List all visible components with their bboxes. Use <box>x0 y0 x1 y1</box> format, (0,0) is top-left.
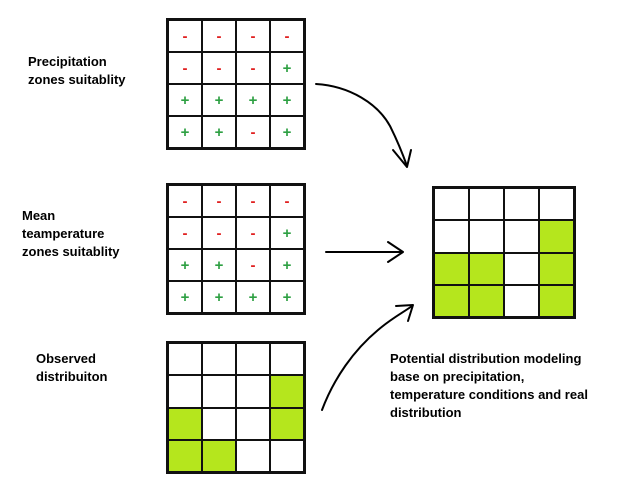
empty-cell <box>504 284 539 317</box>
filled-cell <box>168 439 202 472</box>
empty-cell <box>202 407 236 440</box>
empty-cell <box>270 439 304 472</box>
empty-cell <box>236 343 270 376</box>
filled-cell <box>539 252 574 285</box>
observed-grid <box>166 341 306 474</box>
minus-sign-cell: - <box>236 185 270 217</box>
plus-sign-cell: + <box>202 84 236 116</box>
minus-sign-cell: - <box>236 249 270 281</box>
empty-cell <box>202 343 236 376</box>
empty-cell <box>504 188 539 221</box>
empty-cell <box>434 188 469 221</box>
minus-sign-cell: - <box>168 185 202 217</box>
filled-cell <box>434 284 469 317</box>
empty-cell <box>469 220 504 253</box>
minus-sign-cell: - <box>202 52 236 84</box>
empty-cell <box>539 188 574 221</box>
plus-sign-cell: + <box>270 281 304 313</box>
empty-cell <box>270 343 304 376</box>
minus-sign-cell: - <box>236 217 270 249</box>
precipitation-grid: - - - - - - - + + + + + + + - + <box>166 18 306 150</box>
empty-cell <box>236 407 270 440</box>
result-label: Potential distribution modeling base on … <box>390 351 588 420</box>
filled-cell <box>539 220 574 253</box>
empty-cell <box>168 375 202 408</box>
filled-cell <box>168 407 202 440</box>
filled-cell <box>202 439 236 472</box>
filled-cell <box>469 284 504 317</box>
plus-sign-cell: + <box>202 281 236 313</box>
plus-sign-cell: + <box>236 281 270 313</box>
filled-cell <box>270 375 304 408</box>
filled-cell <box>434 252 469 285</box>
filled-cell <box>539 284 574 317</box>
empty-cell <box>168 343 202 376</box>
plus-sign-cell: + <box>168 281 202 313</box>
empty-cell <box>236 375 270 408</box>
temperature-grid: - - - - - - - + + + - + + + + + <box>166 183 306 315</box>
minus-sign-cell: - <box>202 20 236 52</box>
empty-cell <box>434 220 469 253</box>
filled-cell <box>270 407 304 440</box>
plus-sign-cell: + <box>202 116 236 148</box>
observed-label: Observed distribuiton <box>36 351 108 384</box>
temperature-label: Mean teamperature zones suitablity <box>22 208 120 259</box>
plus-sign-cell: + <box>270 84 304 116</box>
plus-sign-cell: + <box>270 217 304 249</box>
minus-sign-cell: - <box>236 20 270 52</box>
minus-sign-cell: - <box>168 217 202 249</box>
potential-distribution-grid <box>432 186 576 319</box>
arrow-precipitation-to-result <box>315 83 412 168</box>
plus-sign-cell: + <box>168 84 202 116</box>
filled-cell <box>469 252 504 285</box>
empty-cell <box>236 439 270 472</box>
minus-sign-cell: - <box>236 116 270 148</box>
empty-cell <box>202 375 236 408</box>
minus-sign-cell: - <box>202 217 236 249</box>
precipitation-label: Precipitation zones suitablity <box>28 54 126 87</box>
plus-sign-cell: + <box>270 116 304 148</box>
plus-sign-cell: + <box>202 249 236 281</box>
plus-sign-cell: + <box>270 249 304 281</box>
empty-cell <box>469 188 504 221</box>
empty-cell <box>504 220 539 253</box>
plus-sign-cell: + <box>168 116 202 148</box>
minus-sign-cell: - <box>236 52 270 84</box>
empty-cell <box>504 252 539 285</box>
plus-sign-cell: + <box>236 84 270 116</box>
minus-sign-cell: - <box>270 185 304 217</box>
arrow-temperature-to-result <box>325 241 404 263</box>
minus-sign-cell: - <box>168 20 202 52</box>
minus-sign-cell: - <box>202 185 236 217</box>
minus-sign-cell: - <box>168 52 202 84</box>
arrow-observed-to-result <box>321 304 414 411</box>
plus-sign-cell: + <box>270 52 304 84</box>
minus-sign-cell: - <box>270 20 304 52</box>
plus-sign-cell: + <box>168 249 202 281</box>
